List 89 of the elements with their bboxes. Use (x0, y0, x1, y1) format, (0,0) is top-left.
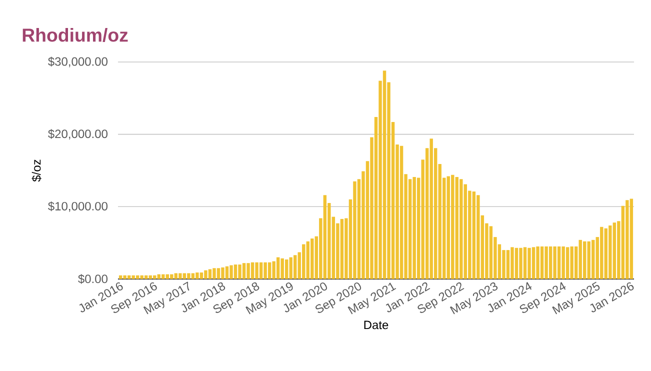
bar (612, 222, 616, 279)
bar (600, 226, 604, 279)
bar (557, 246, 561, 279)
bar (514, 248, 518, 279)
bar (234, 264, 238, 279)
bar (536, 246, 540, 279)
bar (148, 275, 152, 279)
y-tick-label: $20,000.00 (48, 129, 108, 140)
bar (587, 241, 590, 279)
bar (528, 248, 531, 279)
bar (123, 275, 126, 279)
bar (289, 257, 292, 279)
bar (162, 274, 165, 279)
bar (255, 262, 258, 279)
bar (191, 273, 195, 279)
bar (250, 262, 254, 279)
bar (230, 265, 233, 279)
bar (272, 261, 276, 279)
bar (178, 273, 182, 279)
bar (323, 195, 327, 279)
bar (553, 246, 556, 279)
bar (132, 275, 135, 279)
bar (136, 275, 140, 279)
bar (532, 247, 536, 279)
bar (276, 257, 280, 279)
bar (170, 274, 174, 279)
bar (592, 240, 595, 279)
y-tick-label: $0.00 (78, 274, 108, 284)
bar (208, 269, 212, 279)
bar (212, 268, 216, 279)
bar (174, 273, 178, 279)
bar (204, 270, 208, 279)
bar (118, 275, 122, 279)
bar (523, 247, 527, 279)
bar (153, 275, 156, 279)
bar (510, 247, 514, 279)
bar (562, 246, 565, 279)
bar (187, 273, 190, 279)
bar (472, 191, 476, 279)
bar (455, 177, 458, 279)
bar (476, 195, 480, 279)
bar (242, 263, 246, 279)
bar (225, 266, 229, 279)
bar (578, 240, 582, 279)
bar (451, 174, 454, 279)
bar (548, 246, 552, 279)
bar (489, 226, 493, 279)
bar (382, 70, 386, 279)
bar (570, 246, 574, 279)
y-tick-label: $10,000.00 (48, 201, 108, 212)
bar (127, 275, 131, 279)
bar (540, 246, 544, 279)
y-tick-label: $30,000.00 (48, 56, 108, 68)
bar (566, 247, 570, 279)
bar (306, 241, 310, 279)
bar (302, 244, 306, 279)
bar (140, 275, 144, 279)
bar (221, 267, 224, 279)
bar (430, 138, 433, 279)
bar (196, 272, 199, 279)
bar (157, 274, 160, 279)
bar (544, 246, 548, 279)
y-axis-title: $/oz (32, 160, 42, 182)
bar (200, 272, 204, 279)
bar (294, 255, 297, 279)
bar (216, 268, 220, 279)
bar (310, 238, 314, 279)
bar (246, 263, 250, 279)
bar (284, 259, 288, 279)
x-axis-title: Date (364, 320, 388, 330)
bar (626, 200, 629, 279)
bar (259, 262, 263, 279)
bar (506, 250, 510, 279)
bar (340, 218, 344, 279)
bar (268, 262, 272, 279)
bar (630, 198, 634, 279)
chart-title: Rhodium/oz (22, 28, 128, 42)
bar (166, 274, 169, 279)
bar (519, 248, 522, 279)
bar (460, 179, 463, 279)
bar (264, 262, 267, 279)
bar (182, 273, 186, 279)
bar (608, 225, 612, 279)
bar (400, 146, 404, 279)
bar (446, 176, 450, 279)
bar (412, 177, 416, 279)
bar (280, 258, 284, 279)
bar (353, 181, 356, 279)
bar (238, 264, 242, 279)
